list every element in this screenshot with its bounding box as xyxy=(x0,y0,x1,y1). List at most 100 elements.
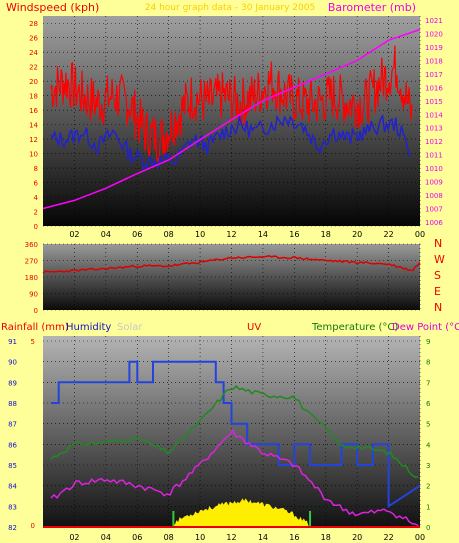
wind-time-label: 06 xyxy=(132,230,142,239)
windspeed-tick-label: 22 xyxy=(29,64,38,72)
temperature-time-label: 08 xyxy=(164,533,174,542)
barometer-tick-label: 1018 xyxy=(425,57,443,65)
barometer-tick-label: 1007 xyxy=(425,206,443,214)
wind-time-label: 00 xyxy=(415,230,425,239)
wind-time-label: 10 xyxy=(195,230,205,239)
windspeed-tick-label: 2 xyxy=(34,209,38,217)
humidity-tick-label: 82 xyxy=(8,524,17,532)
barometer-axis-title: Barometer (mb) xyxy=(328,1,416,14)
rainfall-tick-label: 0 xyxy=(31,522,35,530)
wind-direction-line xyxy=(42,255,421,274)
temperature-tick-label: 5 xyxy=(426,421,430,429)
temperature-time-label: 14 xyxy=(258,533,268,542)
solar-radiation-area xyxy=(173,498,310,527)
compass-label: S xyxy=(434,269,441,282)
barometer-tick-label: 1006 xyxy=(425,219,443,227)
humidity-line xyxy=(50,360,421,509)
wind-time-label: 14 xyxy=(258,230,268,239)
wind-time-label: 20 xyxy=(352,230,362,239)
windspeed-tick-label: 6 xyxy=(34,180,39,188)
dew-point-line xyxy=(50,429,419,527)
windspeed-tick-label: 18 xyxy=(29,93,38,101)
temperature-tick-label: 7 xyxy=(426,379,430,387)
temperature-time-label: 18 xyxy=(321,533,331,542)
barometer-tick-label: 1008 xyxy=(425,192,443,200)
temperature-time-label: 00 xyxy=(415,533,425,542)
windspeed-tick-label: 14 xyxy=(29,122,38,130)
wind-time-label: 04 xyxy=(101,230,111,239)
temperature-tick-label: 1 xyxy=(426,503,430,511)
direction-tick-label: 360 xyxy=(25,241,38,249)
barometer-tick-label: 1020 xyxy=(425,31,443,39)
wind-time-label: 08 xyxy=(164,230,174,239)
direction-tick-label: 0 xyxy=(34,307,38,315)
temperature-time-label: 06 xyxy=(132,533,142,542)
chart-title: 24 hour graph data - 30 January 2005 xyxy=(145,3,315,13)
humidity-tick-label: 91 xyxy=(8,338,17,346)
compass-label: N xyxy=(434,237,442,250)
compass-label: W xyxy=(434,253,445,266)
legend-dew-point: Dew Point (°C) xyxy=(392,322,459,333)
legend-uv: UV xyxy=(247,322,261,333)
wind-time-label: 02 xyxy=(69,230,79,239)
barometer-tick-label: 1009 xyxy=(425,179,443,187)
humidity-tick-label: 88 xyxy=(8,400,17,408)
legend-rainfall: Rainfall (mm) xyxy=(1,322,69,333)
temperature-tick-label: 8 xyxy=(426,359,430,367)
windspeed-tick-label: 16 xyxy=(29,107,38,115)
barometer-tick-label: 1017 xyxy=(425,71,443,79)
humidity-tick-label: 89 xyxy=(8,379,17,387)
rainfall-ticks: 50 xyxy=(31,338,35,530)
barometer-tick-label: 1019 xyxy=(425,44,443,52)
temperature-ticks: 0 1 2 3 4 5 6 7 8 9 xyxy=(426,338,431,532)
windspeed-tick-label: 8 xyxy=(34,165,38,173)
windspeed-tick-label: 26 xyxy=(29,35,38,43)
compass-label: N xyxy=(434,301,442,314)
windspeed-tick-label: 28 xyxy=(29,20,38,28)
wind-average-line xyxy=(50,113,412,171)
temperature-time-label: 20 xyxy=(352,533,362,542)
wind-time-label: 18 xyxy=(321,230,331,239)
windspeed-axis-title: Windspeed (kph) xyxy=(6,1,99,14)
temperature-tick-label: 6 xyxy=(426,400,431,408)
temperature-time-label: 12 xyxy=(226,533,236,542)
wind-gust-line xyxy=(50,45,413,164)
humidity-tick-label: 83 xyxy=(8,503,17,511)
barometer-tick-label: 1012 xyxy=(425,138,443,146)
barometer-tick-label: 1013 xyxy=(425,125,443,133)
direction-tick-label: 180 xyxy=(25,274,38,282)
barometer-ticks: 1006 1007 1008 1009 1010 1011 1012 1013 1014 1015… xyxy=(425,17,443,227)
temperature-tick-label: 4 xyxy=(426,441,431,449)
humidity-tick-label: 86 xyxy=(8,441,17,449)
temperature-time-ticks: 02 04 06 08 10 12 14 16 18 20 22 00 xyxy=(69,533,425,542)
humidity-tick-label: 87 xyxy=(8,421,17,429)
barometer-tick-label: 1021 xyxy=(425,17,443,25)
direction-gridlines xyxy=(43,243,421,311)
barometer-tick-label: 1011 xyxy=(425,152,443,160)
legend-humidity: Humidity xyxy=(66,322,111,333)
humidity-tick-label: 84 xyxy=(8,483,17,491)
wind-time-label: 12 xyxy=(226,230,236,239)
wind-time-label: 16 xyxy=(289,230,299,239)
temperature-time-label: 22 xyxy=(383,533,393,542)
barometer-tick-label: 1016 xyxy=(425,84,443,92)
windspeed-tick-label: 4 xyxy=(34,194,39,202)
windspeed-tick-label: 12 xyxy=(29,136,38,144)
temperature-time-label: 16 xyxy=(289,533,299,542)
temperature-tick-label: 3 xyxy=(426,462,430,470)
direction-tick-label: 270 xyxy=(25,258,38,266)
legend-temperature: Temperature (°C) xyxy=(311,322,398,333)
legend-solar: Solar xyxy=(117,322,143,333)
direction-degree-ticks: 0 90 180 270 360 xyxy=(25,241,38,315)
windspeed-tick-label: 10 xyxy=(29,151,38,159)
barometer-tick-label: 1015 xyxy=(425,98,443,106)
windspeed-tick-label: 20 xyxy=(29,78,38,86)
rainfall-tick-label: 5 xyxy=(31,338,35,346)
temperature-tick-label: 2 xyxy=(426,483,430,491)
direction-tick-label: 90 xyxy=(29,291,38,299)
barometer-tick-label: 1014 xyxy=(425,111,443,119)
temperature-time-label: 02 xyxy=(69,533,79,542)
